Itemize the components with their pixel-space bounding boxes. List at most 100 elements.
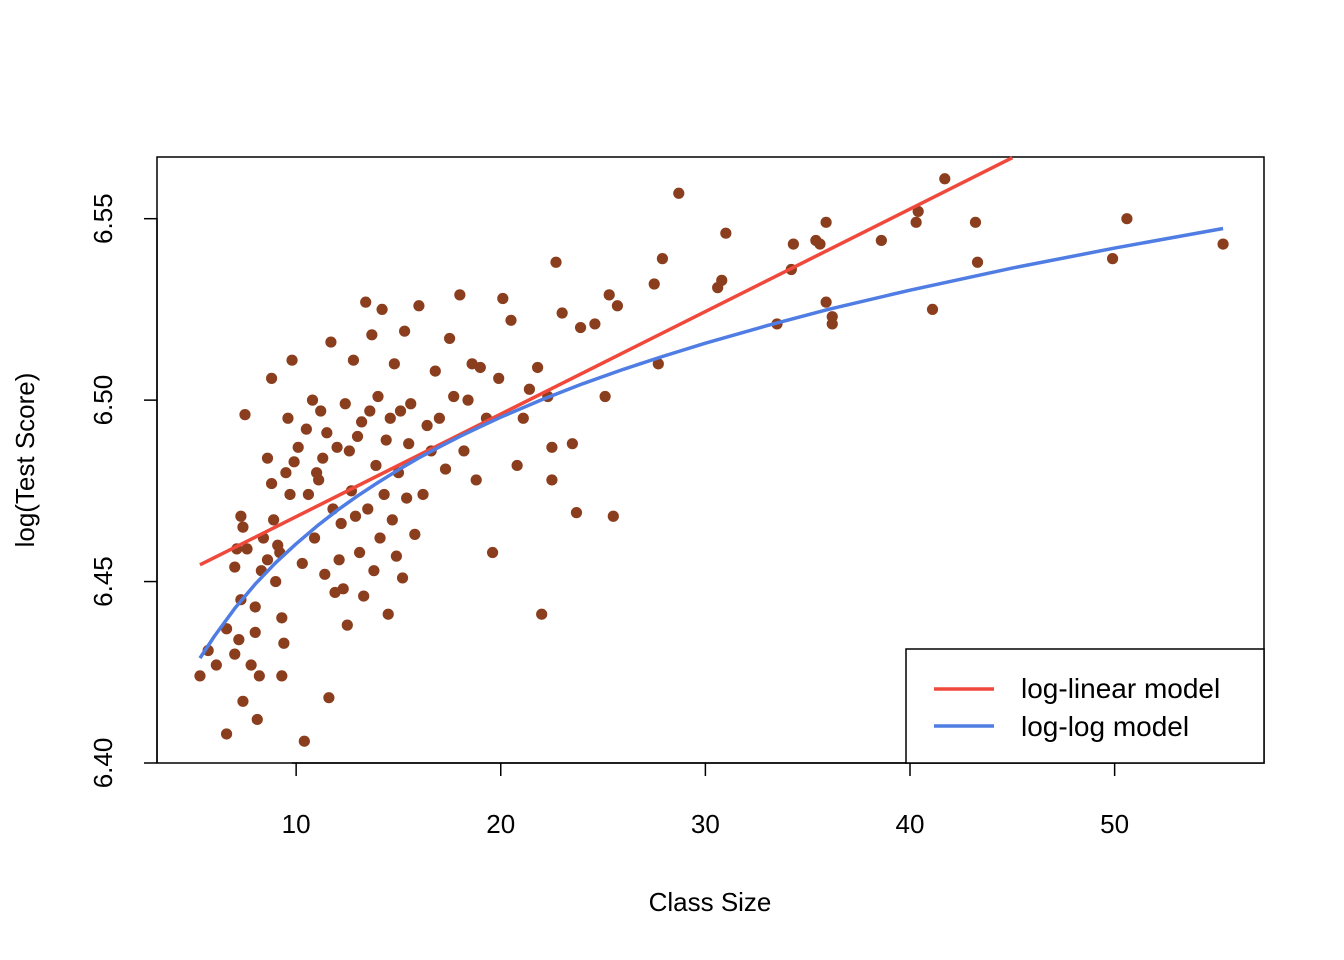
data-point [249, 626, 261, 638]
data-point [315, 405, 327, 417]
data-point [531, 361, 544, 374]
data-point [241, 543, 253, 555]
data-point [194, 670, 206, 682]
data-point [358, 590, 370, 602]
data-point [251, 713, 263, 726]
data-point [652, 358, 664, 370]
data-point [875, 234, 887, 247]
x-tick-label-50: 50 [1100, 809, 1129, 839]
data-point [546, 474, 558, 486]
data-point [912, 205, 924, 218]
data-point [368, 565, 380, 577]
y-tick-label-6.50: 6.50 [88, 375, 118, 426]
legend-label-log-log: log-log model [1021, 711, 1189, 742]
data-point [280, 467, 292, 479]
data-point [265, 477, 278, 490]
y-axis: 6.40 6.45 6.50 6.55 [88, 193, 158, 788]
data-point [505, 314, 517, 326]
data-point [417, 488, 429, 501]
data-point [353, 546, 366, 559]
legend-label-log-linear: log-linear model [1021, 673, 1220, 704]
data-point [394, 405, 407, 417]
data-point [611, 300, 623, 312]
data-point [550, 256, 562, 268]
data-point [716, 274, 728, 286]
data-point [276, 670, 288, 682]
data-point [390, 550, 403, 562]
data-point [362, 503, 374, 515]
data-point [261, 554, 274, 566]
data-point [378, 488, 390, 501]
data-point [511, 459, 523, 472]
x-tick-label-20: 20 [486, 809, 515, 839]
data-point [360, 296, 372, 308]
data-point [333, 554, 345, 566]
data-point [210, 659, 222, 671]
legend-box [905, 648, 1265, 764]
log-linear-model-line [199, 156, 1014, 567]
data-point [282, 412, 294, 424]
data-point [546, 441, 558, 453]
data-point [462, 394, 474, 406]
y-tick-label-6.55: 6.55 [88, 193, 118, 244]
data-point [270, 575, 282, 588]
data-point [607, 510, 619, 522]
data-point [814, 238, 826, 250]
data-point [589, 318, 601, 330]
data-point [401, 492, 413, 504]
data-point [284, 488, 296, 501]
data-point [245, 659, 257, 671]
data-point [926, 303, 939, 316]
data-point [556, 307, 568, 319]
data-point [405, 398, 417, 410]
data-point [220, 728, 233, 740]
data-point [396, 572, 409, 584]
data-point [574, 321, 587, 334]
data-point [820, 216, 832, 228]
data-point [1121, 213, 1133, 225]
data-point [278, 637, 290, 649]
data-point [1217, 238, 1229, 250]
data-point [474, 361, 486, 374]
data-point [497, 292, 509, 305]
data-point [384, 412, 396, 424]
data-point [439, 463, 452, 475]
data-point [237, 521, 249, 533]
data-point [517, 412, 529, 424]
data-point [458, 445, 470, 457]
data-point [229, 648, 241, 660]
data-point [323, 692, 335, 704]
data-point [386, 514, 398, 526]
data-point [656, 253, 669, 265]
scatter-points [194, 173, 1229, 747]
data-point [356, 416, 368, 428]
data-point [486, 546, 499, 559]
data-point [372, 390, 384, 403]
data-point [249, 601, 261, 613]
data-point [1106, 253, 1119, 265]
data-point [826, 311, 838, 323]
data-point [820, 296, 832, 308]
data-point [673, 187, 685, 199]
data-point [382, 608, 394, 620]
data-point [566, 438, 578, 450]
data-point [421, 419, 433, 432]
data-point [339, 398, 351, 410]
data-point [317, 452, 329, 464]
data-point [321, 427, 333, 439]
data-point [971, 256, 984, 268]
data-point [319, 568, 331, 580]
model-lines [198, 156, 1224, 660]
data-point [376, 303, 388, 316]
data-point [380, 434, 392, 446]
data-point [351, 430, 364, 443]
data-point [444, 332, 456, 345]
data-point [268, 514, 280, 526]
data-point [286, 354, 298, 366]
data-point [325, 336, 337, 348]
data-point [448, 390, 460, 403]
data-point [388, 358, 400, 370]
log-log-model-line [198, 226, 1224, 660]
data-point [300, 423, 312, 435]
data-point [429, 365, 441, 377]
